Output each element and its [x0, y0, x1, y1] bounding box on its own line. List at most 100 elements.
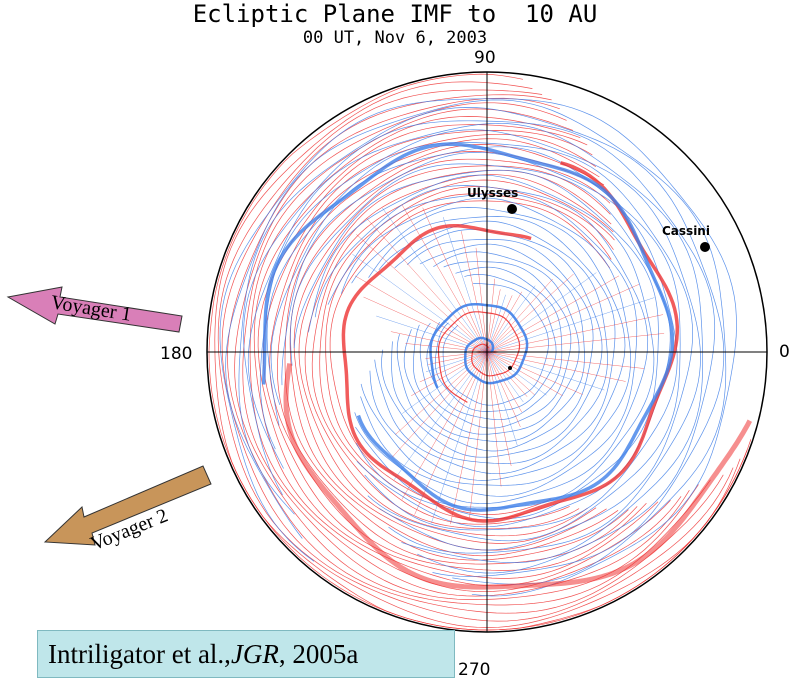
- spoke-line: [422, 207, 488, 353]
- spoke-line: [475, 247, 488, 353]
- field-line-red: [234, 102, 711, 606]
- voyager-2-arrow-shape: [43, 465, 212, 546]
- sun-marker: [508, 366, 512, 370]
- voyager-1-arrow-shape: [6, 286, 183, 333]
- spoke-line: [425, 351, 488, 359]
- field-line-blue: [327, 193, 638, 497]
- angle-label-270: 270: [458, 660, 491, 680]
- spoke-line: [461, 231, 488, 353]
- field-line-blue: [293, 169, 659, 520]
- spoke-line: [486, 351, 605, 391]
- spoke-line: [428, 351, 488, 365]
- citation-year: , 2005a: [278, 638, 359, 669]
- outer-band-red: [283, 363, 753, 590]
- field-line-red: [311, 179, 615, 530]
- spoke-line: [486, 333, 665, 353]
- spoke-line: [356, 234, 488, 353]
- current-sheet-red: [341, 161, 680, 523]
- spoke-line: [352, 253, 488, 353]
- angle-label-0: 0: [779, 342, 790, 362]
- field-line-red: [284, 151, 629, 561]
- spoke-line: [486, 351, 512, 467]
- spoke-line: [486, 297, 655, 353]
- cassini-marker: [700, 242, 710, 252]
- field-line-blue: [225, 99, 727, 585]
- voyager-1-arrow: Voyager 1: [6, 286, 183, 333]
- spoke-line: [354, 275, 488, 353]
- field-line-blue: [413, 251, 580, 435]
- citation-box: Intriligator et al., JGR , 2005a: [37, 630, 455, 678]
- field-line-blue: [281, 151, 678, 531]
- field-line-red: [217, 89, 741, 628]
- field-line-blue: [442, 283, 549, 406]
- field-line-blue: [419, 261, 572, 429]
- field-line-blue: [378, 220, 608, 464]
- field-line-blue: [426, 266, 563, 421]
- citation-authors: Intriligator et al.,: [48, 638, 231, 669]
- spoke-line: [442, 217, 488, 353]
- inner-spiral-red: [437, 311, 521, 403]
- spoke-line: [411, 351, 488, 397]
- spoke-line: [395, 351, 488, 435]
- field-line-red: [221, 94, 734, 622]
- cassini-label: Cassini: [662, 224, 710, 238]
- spoke-line: [486, 351, 645, 369]
- spoke-line: [382, 207, 488, 353]
- field-line-red: [304, 174, 614, 537]
- inner-spiral-blue: [429, 302, 529, 389]
- figure-subtitle: 00 UT, Nov 6, 2003: [302, 28, 488, 48]
- spoke-line: [486, 351, 528, 397]
- field-line-blue: [270, 146, 681, 542]
- field-line-red: [325, 193, 612, 521]
- field-line-blue: [243, 120, 716, 574]
- spoke-line: [486, 351, 521, 428]
- spoke-line: [363, 296, 488, 353]
- field-line-red: [242, 108, 699, 600]
- angle-label-90: 90: [474, 48, 496, 68]
- field-line-blue: [368, 216, 616, 475]
- spoke-line: [401, 204, 488, 353]
- field-line-blue: [434, 274, 557, 412]
- field-lines: [208, 73, 753, 631]
- field-line-blue: [314, 185, 649, 504]
- spoke-line: [486, 273, 574, 353]
- spoke-line: [486, 351, 626, 382]
- spoke-line: [486, 351, 535, 396]
- spoke-line: [414, 351, 488, 515]
- citation-journal: JGR: [230, 638, 279, 669]
- spoke-line: [486, 351, 583, 395]
- spoke-line: [401, 351, 488, 500]
- figure-title: Ecliptic Plane IMF to 10 AU: [192, 0, 598, 28]
- spoke-line: [486, 351, 502, 487]
- field-line-blue: [340, 197, 631, 486]
- field-line-red: [277, 144, 638, 565]
- field-line-blue: [266, 142, 693, 551]
- spoke-line: [431, 351, 488, 524]
- field-line-blue: [308, 174, 655, 508]
- spoke-line: [391, 351, 488, 458]
- current-sheet-blue: [261, 142, 675, 512]
- field-line-blue: [238, 107, 725, 577]
- voyager-1-label: Voyager 1: [49, 291, 133, 325]
- field-line-blue: [219, 98, 737, 597]
- spoke-line: [486, 351, 518, 446]
- spoke-line: [486, 278, 553, 353]
- spoke-line: [486, 351, 524, 403]
- spoke-line: [486, 275, 620, 353]
- spoke-line: [486, 314, 664, 353]
- voyager-2-arrow: Voyager 2: [43, 465, 212, 555]
- field-line-blue: [396, 239, 594, 452]
- angle-label-180: 180: [160, 344, 193, 364]
- spoke-line: [419, 351, 488, 383]
- field-line-blue: [259, 129, 701, 554]
- spoke-line: [390, 331, 488, 353]
- spoke-line: [486, 351, 563, 397]
- spoke-line: [425, 351, 488, 373]
- field-line-blue: [247, 122, 704, 563]
- spoke-line: [450, 351, 488, 525]
- spoke-line: [469, 351, 488, 518]
- ulysses-label: Ulysses: [467, 186, 518, 200]
- spoke-line: [486, 272, 597, 353]
